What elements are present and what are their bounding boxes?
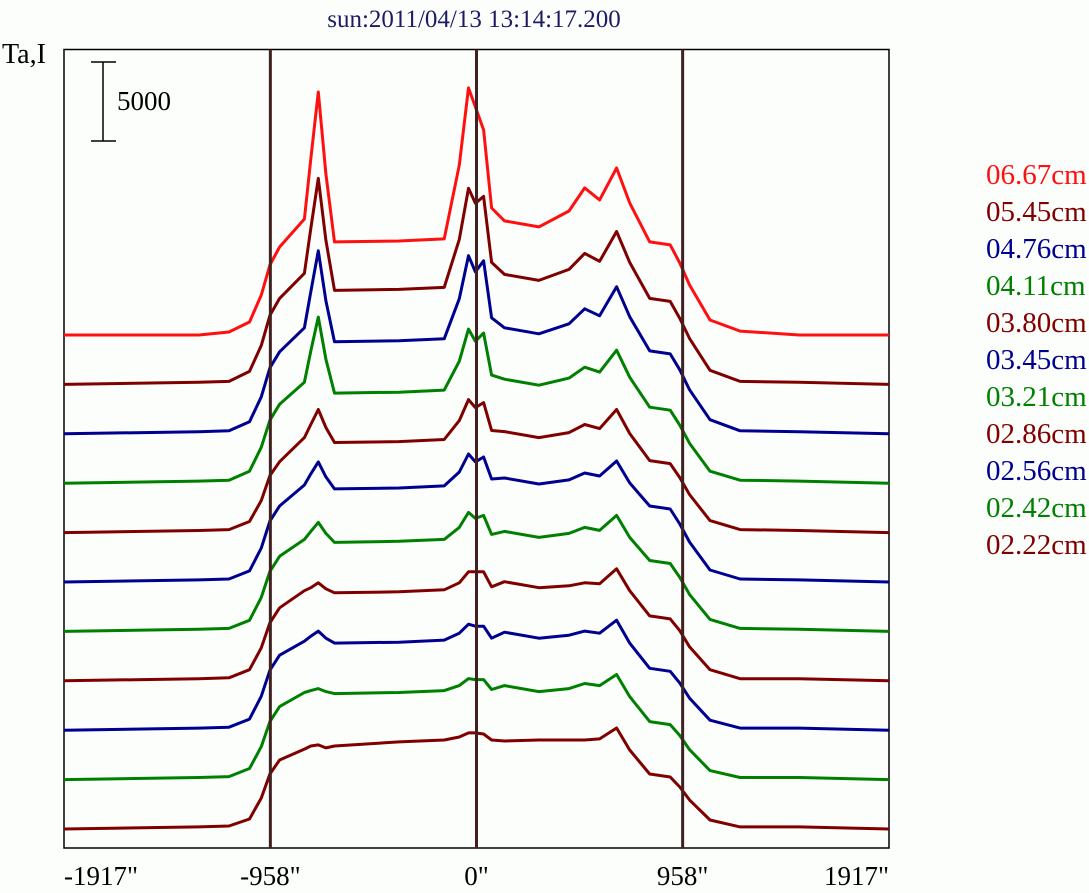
legend-item: 03.80cm — [986, 307, 1087, 339]
legend-item: 05.45cm — [986, 196, 1087, 228]
x-tick-label: -958" — [240, 861, 301, 891]
series-line-02.42cm — [63, 673, 890, 782]
y-axis-label: Ta,I — [2, 39, 46, 70]
series-line-06.67cm — [64, 86, 889, 337]
series-line-04.76cm — [63, 249, 890, 436]
legend-item: 03.21cm — [986, 381, 1087, 413]
legend-item: 02.22cm — [986, 529, 1087, 561]
x-tick-label: 958" — [657, 861, 709, 891]
legend-item: 04.11cm — [986, 270, 1086, 302]
legend-item: 03.45cm — [986, 344, 1087, 376]
series-line-02.86cm — [63, 567, 890, 683]
series-layer — [63, 86, 890, 831]
legend-item: 02.42cm — [986, 492, 1087, 524]
x-tick-label: -1917" — [64, 861, 138, 891]
legend: 06.67cm 05.45cm 04.76cm 04.11cm 03.80cm … — [986, 159, 1087, 561]
reference-lines — [268, 49, 685, 848]
scale-bar-label: 5000 — [117, 86, 171, 116]
scale-bar: 5000 — [91, 61, 171, 142]
series-line-05.45cm — [63, 176, 890, 386]
x-tick-label: 0" — [464, 861, 489, 891]
series-line-03.80cm — [63, 398, 890, 535]
legend-item: 06.67cm — [986, 159, 1087, 191]
series-line-03.45cm — [63, 452, 890, 584]
series-line-04.11cm — [63, 315, 890, 485]
legend-item: 04.76cm — [986, 233, 1087, 265]
series-line-02.22cm — [63, 726, 890, 831]
series-line-03.21cm — [63, 510, 890, 633]
x-tick-label: 1917" — [824, 861, 889, 891]
series-line-02.56cm — [63, 618, 890, 732]
chart-title: sun:2011/04/13 13:14:17.200 — [327, 6, 621, 33]
x-tick-labels: -1917" -958" 0" 958" 1917" — [64, 861, 889, 891]
legend-item: 02.86cm — [986, 418, 1087, 450]
legend-item: 02.56cm — [986, 455, 1087, 487]
